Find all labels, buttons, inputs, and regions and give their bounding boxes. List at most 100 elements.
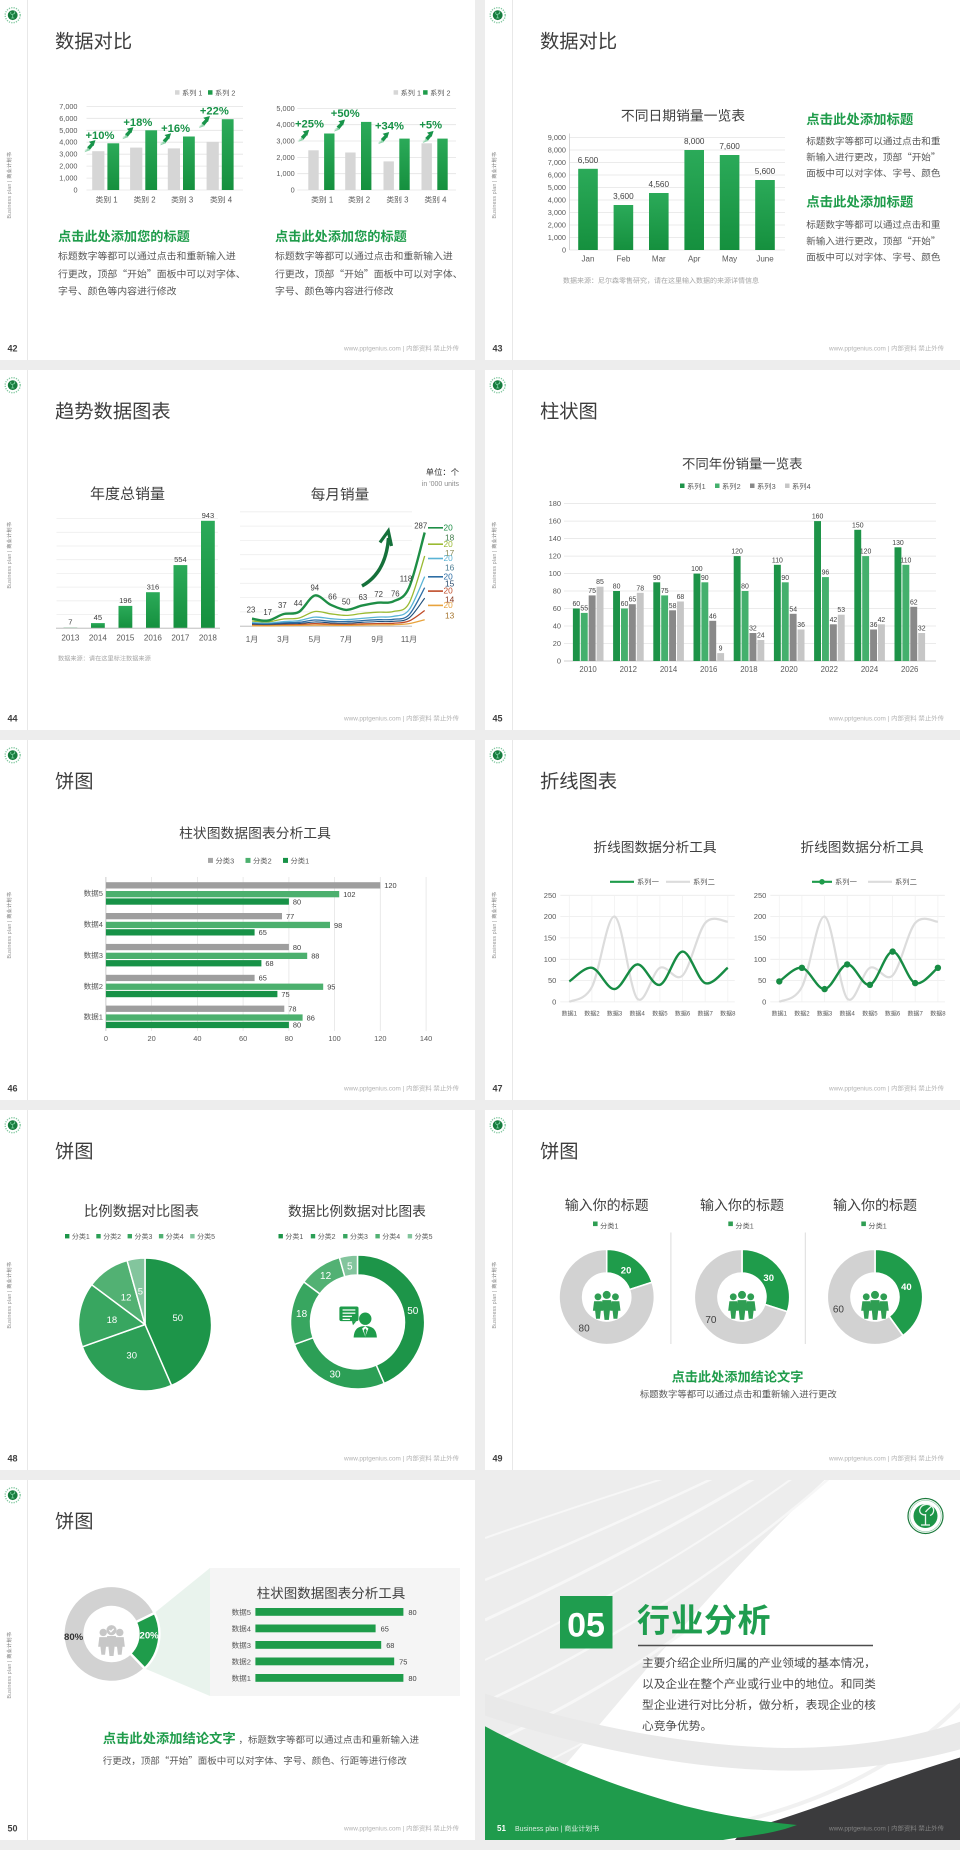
svg-text:1月: 1月: [246, 634, 258, 645]
svg-text:68: 68: [386, 1640, 394, 1651]
svg-text:17: 17: [263, 607, 272, 618]
svg-text:50: 50: [407, 1302, 419, 1317]
svg-text:2026: 2026: [901, 664, 918, 675]
svg-text:18: 18: [296, 1305, 308, 1320]
svg-text:新输入进行更改，顶部“开始”: 新输入进行更改，顶部“开始”: [806, 233, 940, 247]
svg-text:点击此处添加标题: 点击此处添加标题: [806, 191, 914, 211]
svg-text:80: 80: [408, 1607, 416, 1618]
svg-text:44: 44: [8, 712, 18, 725]
svg-text:饼图: 饼图: [55, 1506, 94, 1534]
svg-text:45: 45: [493, 712, 503, 725]
svg-text:70: 70: [705, 1311, 717, 1326]
svg-text:40: 40: [193, 1033, 201, 1044]
svg-text:数据7: 数据7: [908, 1009, 924, 1018]
svg-text:3,000: 3,000: [59, 150, 77, 160]
svg-text:数据1: 数据1: [772, 1009, 788, 1018]
svg-text:数据4: 数据4: [840, 1009, 856, 1018]
svg-text:www.pptgenius.com | 内部资料 禁止外传: www.pptgenius.com | 内部资料 禁止外传: [343, 714, 460, 723]
svg-text:1,000: 1,000: [548, 233, 566, 243]
svg-text:分类5: 分类5: [415, 1232, 433, 1242]
svg-text:7,000: 7,000: [59, 102, 77, 112]
svg-text:数据3: 数据3: [817, 1009, 833, 1018]
svg-text:47: 47: [493, 1082, 503, 1095]
svg-text:4,000: 4,000: [276, 120, 294, 130]
svg-text:标题数字等都可以通过点击和重新输入进: 标题数字等都可以通过点击和重新输入进: [275, 248, 453, 262]
svg-text:12: 12: [121, 1289, 132, 1303]
svg-text:94: 94: [310, 583, 319, 594]
svg-text:102: 102: [343, 889, 355, 900]
svg-text:行更改，顶部“开始”面板中可以对字体、: 行更改，顶部“开始”面板中可以对字体、: [58, 266, 246, 280]
svg-text:分类1: 分类1: [285, 1232, 303, 1242]
svg-text:类别 4: 类别 4: [424, 195, 447, 206]
svg-text:120: 120: [374, 1033, 386, 1044]
svg-text:Business plan | 商业计划书: Business plan | 商业计划书: [6, 152, 13, 219]
svg-text:分类3: 分类3: [350, 1232, 368, 1242]
svg-text:78: 78: [288, 1004, 296, 1015]
svg-text:85: 85: [596, 576, 604, 586]
svg-text:Business plan | 商业计划书: Business plan | 商业计划书: [6, 892, 13, 959]
svg-text:主要介绍企业所归属的产业领域的基本情况，: 主要介绍企业所归属的产业领域的基本情况，: [642, 1654, 876, 1671]
svg-text:15: 15: [445, 578, 455, 590]
svg-text:80: 80: [293, 942, 301, 953]
svg-text:Business plan | 商业计划书: Business plan | 商业计划书: [491, 152, 498, 219]
svg-text:30: 30: [126, 1348, 137, 1362]
svg-text:98: 98: [334, 920, 342, 931]
svg-text:分类1: 分类1: [291, 857, 310, 867]
svg-text:65: 65: [381, 1624, 389, 1635]
svg-text:200: 200: [754, 911, 767, 922]
svg-text:+10%: +10%: [86, 127, 115, 143]
svg-text:分类2: 分类2: [253, 857, 272, 867]
svg-text:分类4: 分类4: [166, 1232, 184, 1242]
svg-text:点击此处添加您的标题: 点击此处添加您的标题: [275, 226, 407, 245]
svg-text:2014: 2014: [89, 633, 108, 644]
svg-text:标题数字等都可以通过点击和重: 标题数字等都可以通过点击和重: [806, 217, 941, 231]
svg-text:饼图: 饼图: [55, 766, 94, 794]
svg-text:系列2: 系列2: [722, 482, 741, 492]
svg-text:折线图数据分析工具: 折线图数据分析工具: [800, 836, 924, 856]
svg-text:标题数字等都可以通过点击和重新输入进行更改: 标题数字等都可以通过点击和重新输入进行更改: [640, 1386, 838, 1400]
svg-text:系列4: 系列4: [792, 482, 811, 492]
svg-text:50: 50: [548, 975, 556, 986]
svg-text:20%: 20%: [140, 1628, 160, 1642]
svg-text:，标题数字等都可以通过点击和重新输入进: ，标题数字等都可以通过点击和重新输入进: [239, 1732, 420, 1746]
svg-text:每月销量: 每月销量: [311, 484, 369, 505]
svg-text:0: 0: [557, 656, 561, 667]
svg-text:www.pptgenius.com | 内部资料 禁止外传: www.pptgenius.com | 内部资料 禁止外传: [828, 344, 945, 353]
svg-text:20: 20: [444, 570, 454, 582]
svg-text:分类3: 分类3: [135, 1232, 153, 1242]
svg-text:48: 48: [8, 1452, 18, 1465]
svg-text:30: 30: [763, 1270, 774, 1284]
svg-text:2024: 2024: [861, 664, 879, 675]
svg-text:80: 80: [553, 586, 561, 597]
svg-text:数据5: 数据5: [84, 888, 103, 899]
svg-text:180: 180: [549, 498, 561, 509]
svg-text:9月: 9月: [371, 634, 383, 645]
svg-text:数据3: 数据3: [607, 1009, 623, 1018]
svg-text:类别 3: 类别 3: [171, 195, 193, 206]
svg-text:3,600: 3,600: [613, 190, 634, 202]
svg-text:分类4: 分类4: [382, 1232, 400, 1242]
svg-text:150: 150: [754, 932, 767, 943]
svg-text:数据5: 数据5: [862, 1009, 878, 1018]
svg-text:20: 20: [444, 585, 454, 597]
svg-text:30: 30: [329, 1365, 341, 1380]
svg-text:150: 150: [544, 932, 557, 943]
svg-text:新输入进行更改，顶部“开始”: 新输入进行更改，顶部“开始”: [806, 150, 940, 164]
svg-text:4,000: 4,000: [59, 138, 77, 148]
svg-text:4,000: 4,000: [548, 196, 566, 206]
svg-text:54: 54: [789, 603, 797, 613]
svg-text:20: 20: [444, 552, 454, 564]
svg-text:分类1: 分类1: [868, 1222, 886, 1232]
svg-text:3,000: 3,000: [276, 137, 294, 147]
svg-text:50: 50: [758, 975, 766, 986]
svg-text:June: June: [756, 254, 774, 265]
svg-text:60: 60: [833, 1301, 845, 1316]
svg-text:Apr: Apr: [688, 254, 701, 265]
svg-text:系列二: 系列二: [895, 878, 917, 888]
svg-text:www.pptgenius.com | 内部资料 禁止外传: www.pptgenius.com | 内部资料 禁止外传: [828, 714, 945, 723]
svg-text:类别 2: 类别 2: [133, 195, 155, 206]
svg-text:标题数字等都可以通过点击和重新输入进: 标题数字等都可以通过点击和重新输入进: [58, 248, 236, 262]
svg-text:字号、颜色等内容进行修改: 字号、颜色等内容进行修改: [58, 284, 177, 298]
svg-text:2017: 2017: [171, 633, 190, 644]
svg-text:120: 120: [860, 546, 872, 556]
